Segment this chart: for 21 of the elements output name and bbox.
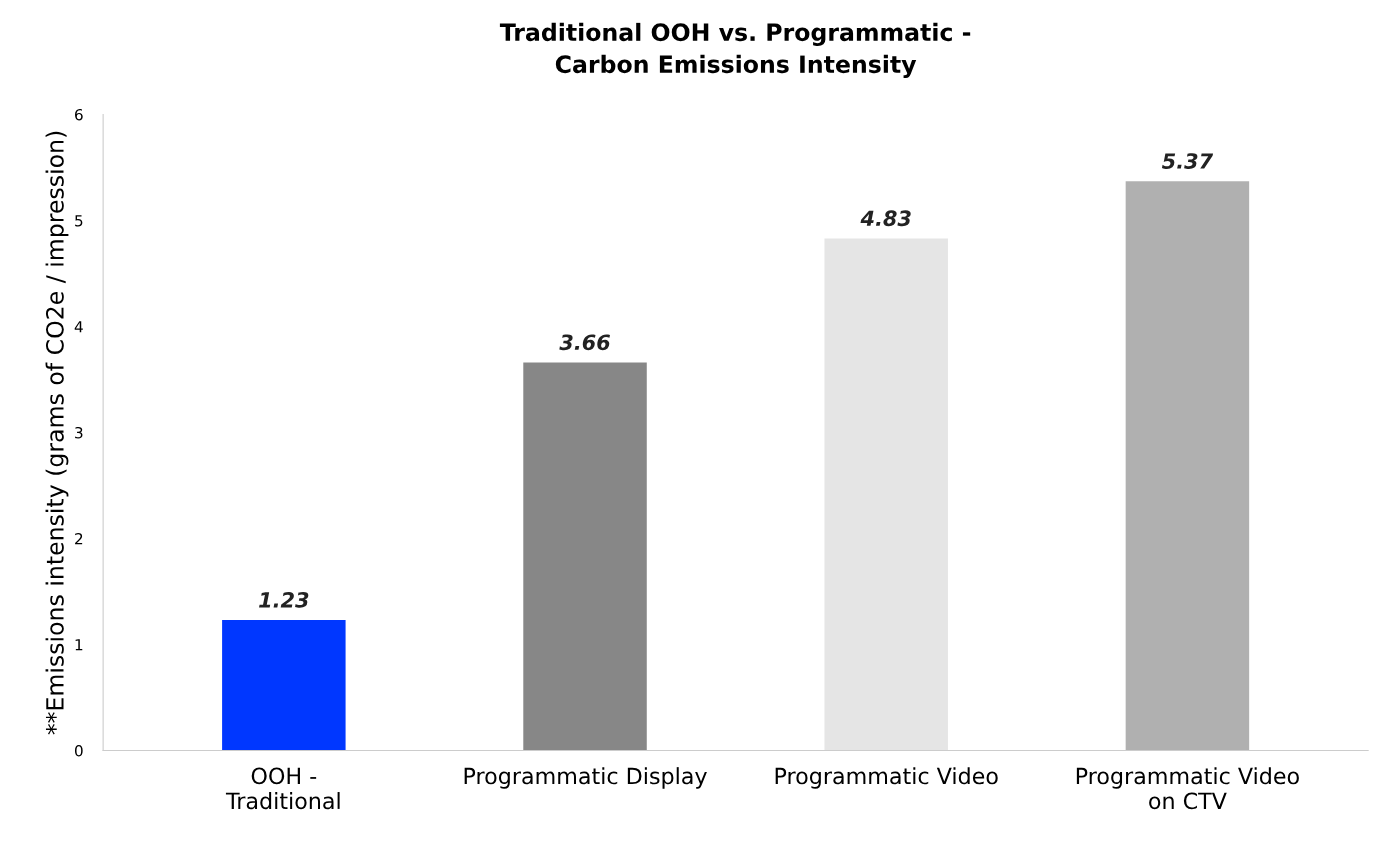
bar (824, 238, 948, 751)
x-tick-label: Programmatic Display (464, 767, 707, 789)
data-label: 5.37 (1161, 153, 1214, 169)
x-tick-label: Programmatic Video (775, 767, 998, 789)
y-axis-title: **Emissions intensity (grams of CO2e / impression) (45, 131, 69, 735)
bar (523, 362, 647, 751)
y-tick-label: 3 (75, 426, 83, 439)
x-tick-label: Programmatic Video on CTV (1076, 767, 1299, 810)
y-tick-label: 1 (75, 639, 83, 651)
y-tick-label: 5 (75, 215, 83, 227)
y-tick-label: 4 (74, 321, 83, 333)
data-label: 4.83 (860, 210, 911, 227)
bar (1125, 181, 1250, 751)
y-tick-label: 6 (75, 108, 83, 121)
y-tick-label: 0 (74, 744, 83, 757)
bar (222, 620, 346, 751)
x-tick-label: OOH - Traditional (225, 767, 340, 810)
data-label: 3.66 (559, 334, 610, 351)
data-label: 1.23 (259, 591, 309, 608)
chart-title: Traditional OOH vs. Programmatic - Carbon Emissions Intensity (499, 22, 971, 78)
y-tick-label: 2 (75, 532, 83, 545)
